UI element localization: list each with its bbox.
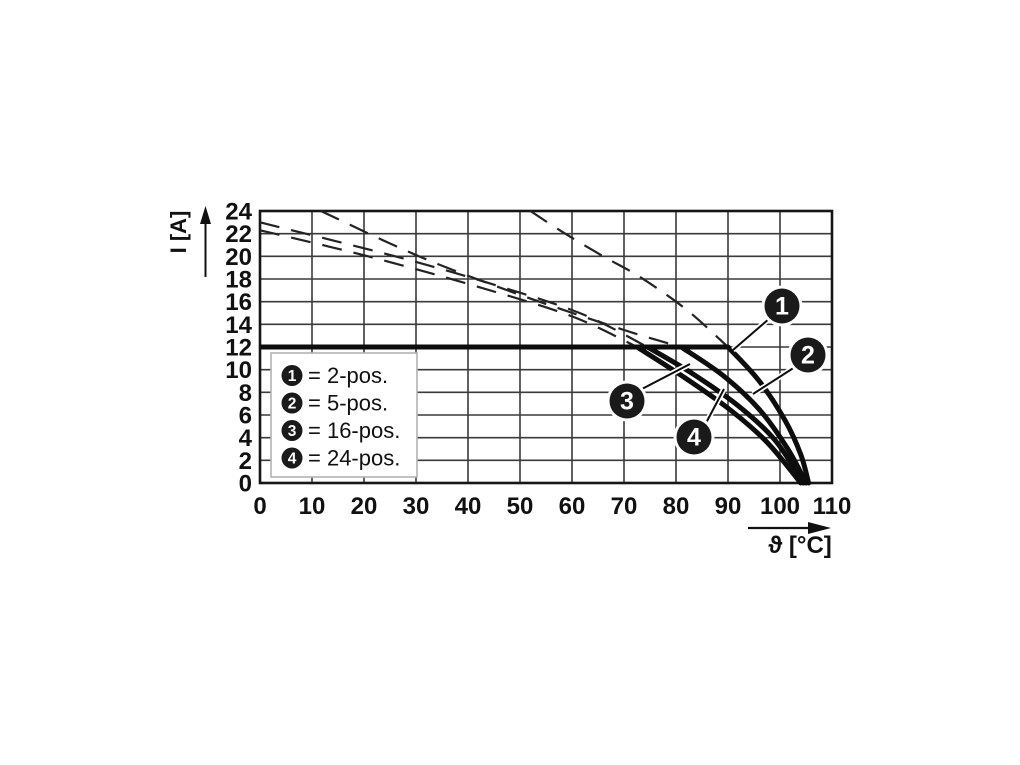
legend-marker-number: 4 [288,451,297,468]
legend-marker-4-icon [281,447,303,469]
dashed-curves [259,210,729,349]
x-tick-label: 100 [760,493,800,520]
y-tick-label: 12 [225,335,252,362]
callout-number: 4 [687,424,701,452]
callout-4-leader-line [705,388,725,424]
x-tick-label: 80 [663,493,690,520]
x-tick-label: 50 [507,493,534,520]
legend-marker-number: 3 [288,423,297,440]
x-axis-arrow-icon [808,522,831,534]
curve-16-pos-dashed [259,221,648,348]
callout-1-circle-icon [764,288,800,324]
y-tick-label: 8 [239,380,252,407]
x-tick-label: 110 [813,493,852,520]
y-axis-arrow-icon [200,206,211,224]
solid-curves [260,344,812,486]
curve-5-pos-dashed [320,210,682,349]
x-tick-label: 60 [559,493,586,520]
y-tick-label: 16 [225,289,252,316]
x-tick-label: 40 [455,493,482,520]
callout-number: 3 [620,388,634,416]
curve-5-pos-solid [678,344,809,486]
legend-marker-number: 2 [288,396,297,413]
curve-16-pos-solid [644,344,806,486]
curve-2-pos-dashed [529,210,729,348]
callouts: 12 3 4 [606,285,829,458]
legend-marker-3-icon [281,420,303,441]
callout-4-circle-icon [676,419,712,455]
legend: 1 = 2-pos. 2 = 5-pos. 3 = 16-pos. 4 = 24-pos. [270,352,418,478]
legend-marker-1-icon [281,365,303,386]
callout-2-circle-icon [790,337,826,373]
curve-24-pos-solid [634,344,804,486]
x-tick-label: 0 [253,493,266,520]
x-tick-label: 20 [351,493,378,520]
legend-item-label: = 2-pos. [308,363,388,388]
y-tick-label: 4 [239,425,253,452]
y-tick-label: 20 [225,244,252,271]
legend-marker-number: 1 [288,368,297,385]
legend-item-label: = 16-pos. [308,418,400,443]
y-tick-label: 14 [225,312,252,339]
x-axis: 0 10 20 30 40 50 60 70 80 90 100 110 ϑ [°C] [253,493,851,559]
callout-3-leader-line [639,363,691,391]
legend-marker-2-icon [281,392,303,414]
curve-24-pos-dashed [259,229,638,348]
y-tick-label: 2 [239,448,252,475]
y-tick-label: 22 [225,221,252,248]
callout-number: 2 [801,342,815,370]
y-tick-label: 18 [225,267,252,294]
x-tick-label: 10 [299,493,326,520]
y-tick-label: 0 [239,471,252,498]
legend-item-label: = 5-pos. [308,391,388,416]
y-axis-title: I [A] [166,211,191,254]
callout-1-leader-line [732,317,771,351]
x-tick-label: 30 [403,493,430,520]
grid [258,209,834,485]
y-tick-label: 10 [225,357,252,384]
x-tick-label: 70 [611,493,638,520]
y-tick-label: 24 [225,199,252,226]
x-tick-label: 90 [715,493,742,520]
callout-number: 1 [775,293,789,321]
callout-3-circle-icon [609,383,645,419]
callout-2-leader-line [752,366,796,395]
x-axis-title: ϑ [°C] [768,532,832,559]
y-tick-label: 6 [239,403,252,430]
legend-item-label: = 24-pos. [308,446,400,471]
curve-2-pos-solid [725,344,812,486]
